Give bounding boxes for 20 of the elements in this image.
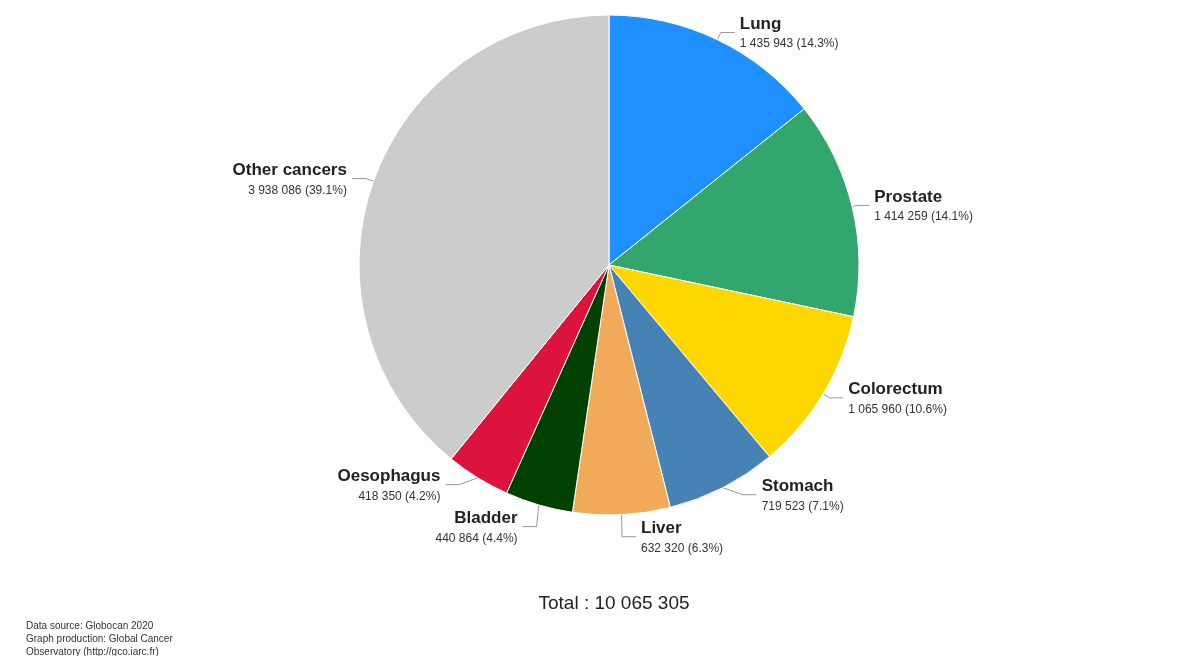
slice-label: Oesophagus [337,466,441,486]
data-label: 719 523 (7.1%) [761,498,844,513]
slice-label: Prostate [874,186,943,206]
text: Graph production: Global Cancer [26,632,174,644]
slice-label: Other cancers [232,160,347,180]
data-label: 418 350 (4.2%) [358,488,441,503]
data-label: 3 938 086 (39.1%) [248,182,347,197]
data-label: 632 320 (6.3%) [641,540,724,555]
data-label: 1 065 960 (10.6%) [848,401,947,416]
slice-label: Lung [739,13,782,33]
slice-label: Liver [641,518,683,538]
slice-label: Colorectum [848,379,943,399]
source-note: Data source: Globocan 2020 [26,619,154,631]
slice-label: Stomach [761,476,834,496]
slice-label: Bladder [454,508,518,528]
data-label: 440 864 (4.4%) [435,530,518,545]
text: Total : 10 065 305 [538,592,690,613]
data-label: 1 414 259 (14.1%) [874,209,973,224]
data-label: 1 435 943 (14.3%) [739,36,839,51]
text: Observatory (http://gco.iarc.fr) [26,645,159,657]
